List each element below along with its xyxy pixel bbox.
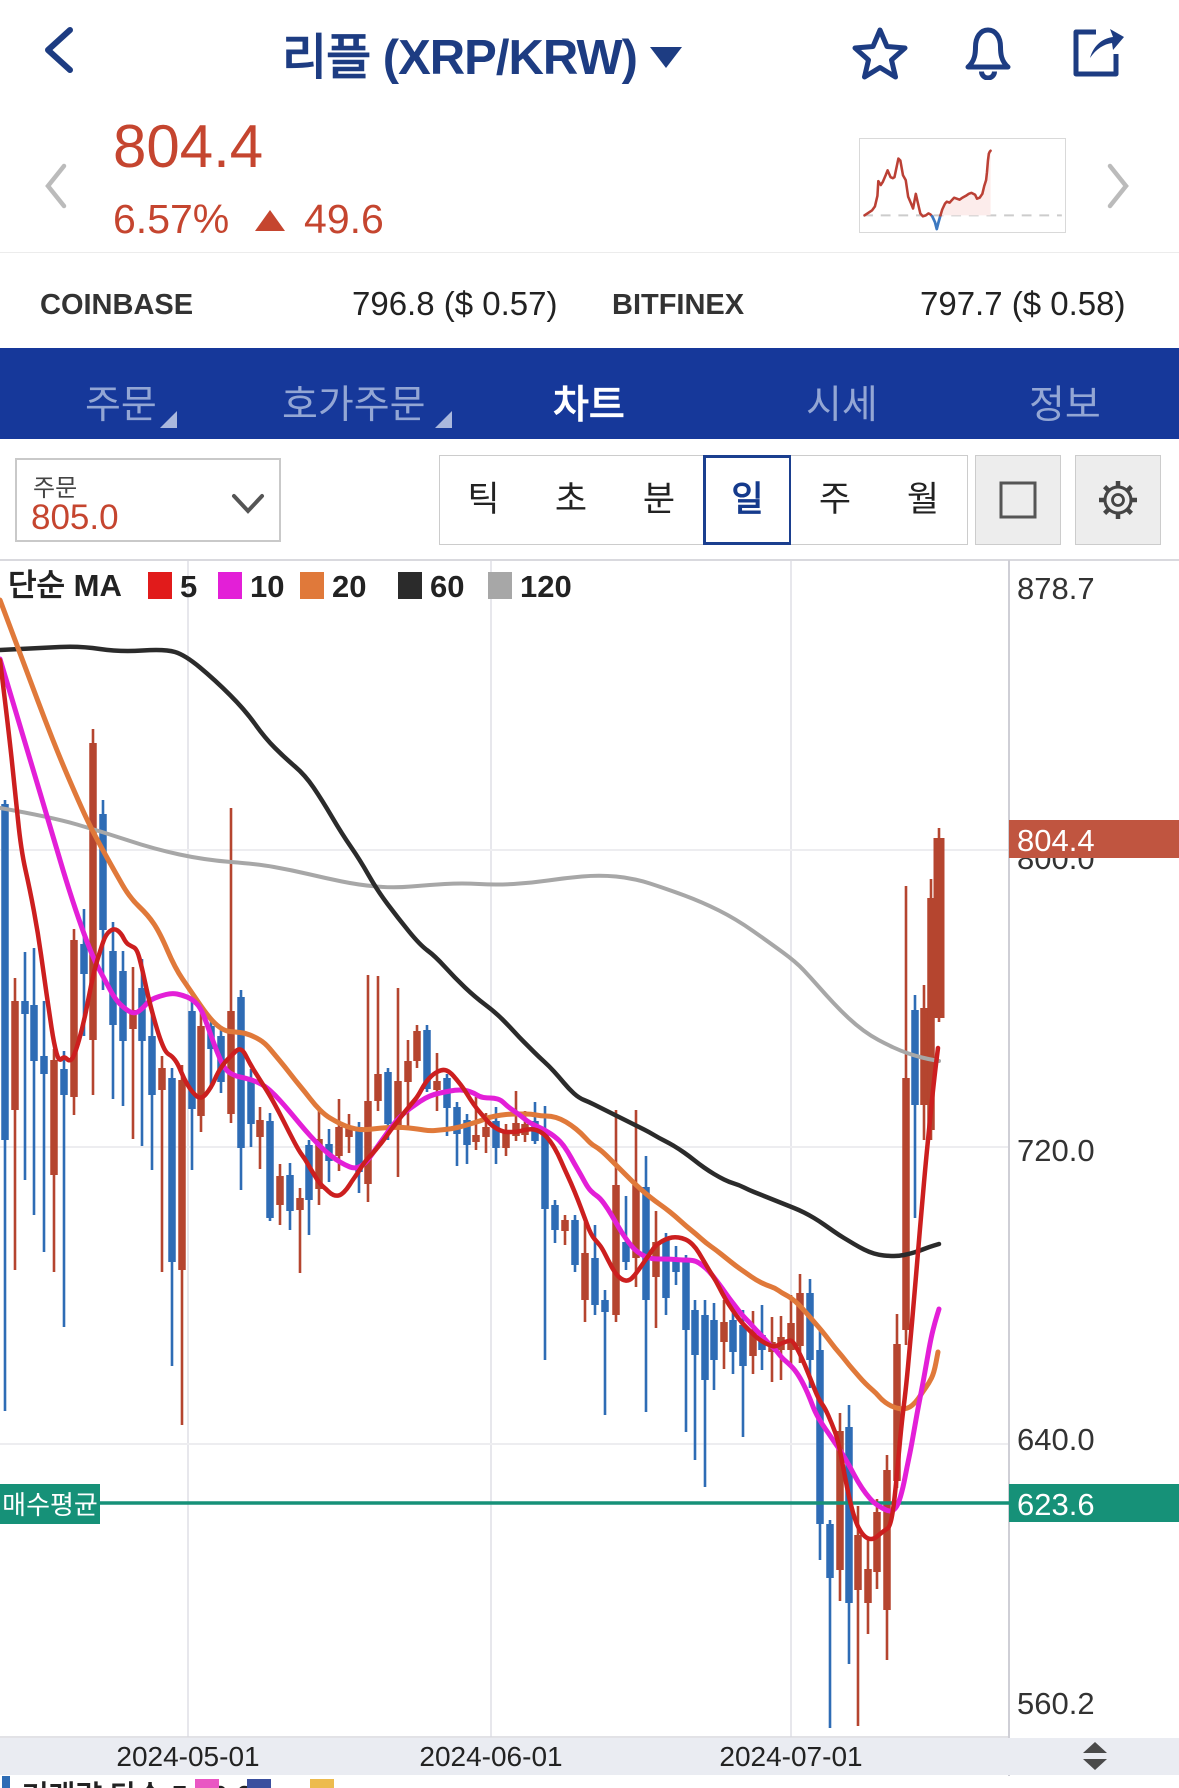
- svg-text:5: 5: [180, 569, 197, 604]
- svg-text:단순 MA: 단순 MA: [8, 568, 122, 603]
- svg-text:10: 10: [250, 569, 284, 604]
- svg-text:804.4: 804.4: [1017, 823, 1095, 858]
- svg-text:거래량 단순 5 20 60: 거래량 단순 5 20 60: [22, 1780, 268, 1788]
- svg-text:878.7: 878.7: [1017, 571, 1095, 606]
- svg-text:매수평균: 매수평균: [2, 1490, 98, 1520]
- svg-text:560.2: 560.2: [1017, 1686, 1095, 1721]
- svg-text:2024-07-01: 2024-07-01: [719, 1741, 862, 1772]
- svg-text:2024-06-01: 2024-06-01: [419, 1741, 562, 1772]
- svg-text:640.0: 640.0: [1017, 1422, 1095, 1457]
- svg-text:20: 20: [332, 569, 366, 604]
- svg-text:120: 120: [520, 569, 572, 604]
- svg-text:720.0: 720.0: [1017, 1133, 1095, 1168]
- svg-text:2024-05-01: 2024-05-01: [116, 1741, 259, 1772]
- svg-text:623.6: 623.6: [1017, 1487, 1095, 1522]
- svg-text:60: 60: [430, 569, 464, 604]
